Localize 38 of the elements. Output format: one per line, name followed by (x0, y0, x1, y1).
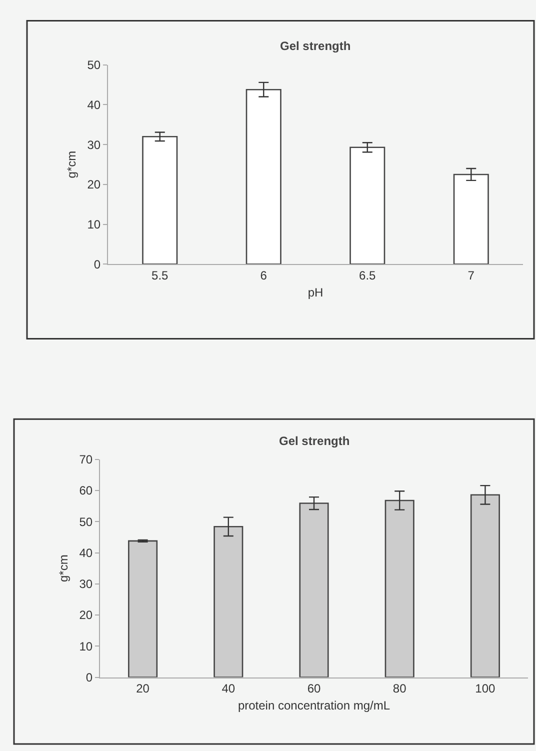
y-tick-label: 10 (79, 639, 93, 654)
y-tick-label: 70 (79, 452, 93, 467)
x-tick-label: 6 (260, 268, 268, 283)
x-tick-label: 40 (222, 682, 236, 696)
y-tick-label: 20 (79, 608, 93, 622)
bar (142, 136, 178, 264)
bar (384, 500, 414, 678)
chart-title: Gel strength (280, 39, 351, 53)
x-tick-label: 5.5 (152, 268, 169, 283)
y-tick-label: 60 (79, 484, 93, 498)
y-tick-label: 10 (87, 217, 101, 232)
bar (470, 494, 500, 678)
x-axis-title: pH (308, 285, 324, 300)
chart-title: Gel strength (279, 434, 350, 448)
y-axis-title: g*cm (64, 150, 79, 178)
bar (350, 146, 386, 264)
y-tick-label: 30 (79, 577, 93, 592)
bar (453, 174, 489, 264)
bar (214, 526, 244, 678)
y-tick-label: 0 (86, 670, 93, 684)
bar (299, 502, 329, 678)
y-tick-label: 20 (87, 178, 101, 192)
x-tick-label: 7 (468, 268, 475, 283)
y-tick-label: 40 (79, 546, 93, 560)
x-tick-label: 6.5 (359, 268, 376, 283)
x-tick-label: 20 (136, 682, 150, 696)
y-tick-label: 40 (87, 98, 101, 112)
y-tick-label: 50 (87, 58, 101, 72)
y-tick-label: 0 (94, 257, 101, 272)
x-tick-label: 80 (392, 682, 407, 696)
x-tick-label: 100 (475, 682, 496, 696)
x-tick-label: 60 (307, 682, 321, 696)
bar (128, 540, 158, 678)
y-tick-label: 50 (79, 514, 93, 529)
y-axis-title: g*cm (56, 554, 71, 582)
x-axis-title: protein concentration mg/mL (238, 698, 390, 713)
bar (246, 88, 282, 264)
y-tick-label: 30 (87, 138, 101, 152)
